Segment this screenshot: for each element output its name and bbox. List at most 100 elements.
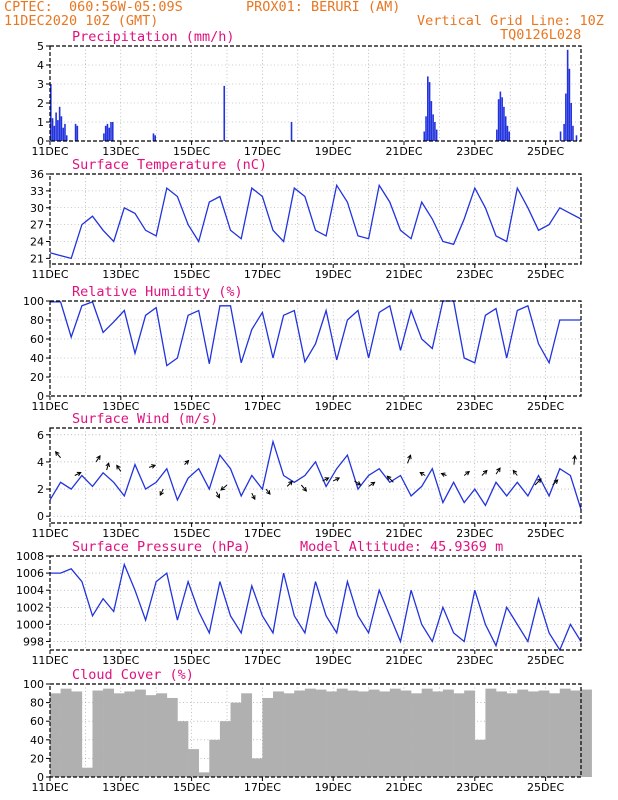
y-tick-label: 0 xyxy=(37,135,44,148)
cloud-bar xyxy=(368,689,380,777)
x-tick-label: 17DEC xyxy=(244,527,281,540)
cloud-bar xyxy=(103,688,115,777)
cloud-bar xyxy=(347,690,359,777)
x-tick-label: 11DEC xyxy=(31,268,68,281)
x-tick-label: 11DEC xyxy=(31,400,68,413)
wind-arrow xyxy=(215,491,220,499)
wind-arrow xyxy=(55,451,62,459)
header-line2-left: 11DEC2020 10Z (GMT) xyxy=(4,13,159,29)
panel-frame xyxy=(49,45,582,142)
wind-arrow-head xyxy=(251,495,256,501)
wind-arrow xyxy=(300,484,307,492)
wind-arrow xyxy=(322,477,329,482)
x-tick-label: 11DEC xyxy=(31,654,68,667)
precip-bar xyxy=(58,106,61,141)
precip-bar xyxy=(53,125,56,141)
wind-arrow xyxy=(407,455,412,464)
cloud-bar xyxy=(538,690,550,777)
x-tick-label: 13DEC xyxy=(102,781,139,794)
x-tick-label: 15DEC xyxy=(173,654,210,667)
cloud-bar xyxy=(336,688,348,777)
y-tick-label: 20 xyxy=(30,752,44,765)
cloud-bar xyxy=(209,739,221,777)
wind-arrow-head xyxy=(266,490,271,495)
x-tick-label: 13DEC xyxy=(102,654,139,667)
wind-arrow xyxy=(286,481,293,487)
wind-arrow-head xyxy=(151,464,157,469)
cloud-bar xyxy=(485,688,497,777)
precip-bar xyxy=(104,125,107,141)
wind-arrow xyxy=(354,480,361,486)
y-tick-label: 4 xyxy=(37,59,44,72)
wind-arrow xyxy=(387,475,394,483)
precip-bar xyxy=(559,131,562,141)
precip-bar xyxy=(64,123,66,141)
wind-arrow-head xyxy=(116,464,121,470)
y-tick-label: 1000 xyxy=(16,618,44,631)
precip-bar xyxy=(152,133,155,141)
panel-frame xyxy=(49,683,582,778)
wind-arrow-head xyxy=(54,451,60,456)
cloud-bar xyxy=(81,767,93,777)
x-tick-label: 23DEC xyxy=(456,781,493,794)
y-tick-label: 40 xyxy=(30,734,44,747)
cloud-bar xyxy=(559,688,571,777)
precip-bar xyxy=(506,125,509,141)
cloud-bar xyxy=(389,688,401,777)
y-tick-label: 1006 xyxy=(16,567,44,580)
x-tick-label: 17DEC xyxy=(244,654,281,667)
cloud-bar xyxy=(474,739,486,777)
wind-arrow-head xyxy=(215,493,221,499)
y-tick-label: 1008 xyxy=(16,550,44,563)
x-tick-label: 13DEC xyxy=(102,268,139,281)
precip-bar xyxy=(435,129,438,141)
wind-arrow xyxy=(481,470,488,476)
x-tick-label: 13DEC xyxy=(102,400,139,413)
cloud-bar xyxy=(326,691,338,777)
wind-arrow-head xyxy=(356,481,362,486)
precip-bar xyxy=(60,116,63,141)
precip-bar xyxy=(108,127,111,141)
x-tick-label: 19DEC xyxy=(315,268,352,281)
panel-title: Precipitation (mm/h) xyxy=(72,29,235,45)
series-line xyxy=(49,183,582,260)
series-line xyxy=(50,300,581,367)
precip-bar xyxy=(154,135,157,141)
y-tick-label: 1 xyxy=(37,116,44,129)
cloud-bar xyxy=(50,693,61,777)
wind-arrow-head xyxy=(324,477,330,482)
wind-arrow-head xyxy=(96,455,101,460)
panel-subtitle: Model Altitude: 45.9369 m xyxy=(300,539,503,555)
x-tick-label: 15DEC xyxy=(173,145,210,158)
cloud-bar xyxy=(156,693,168,777)
precip-bar xyxy=(432,114,434,141)
cloud-bar xyxy=(60,688,72,777)
y-tick-label: 30 xyxy=(30,202,44,215)
y-tick-label: 20 xyxy=(30,371,44,384)
cloud-bar xyxy=(506,693,518,777)
x-tick-label: 15DEC xyxy=(173,268,210,281)
cloud-bar xyxy=(400,690,412,777)
x-tick-label: 11DEC xyxy=(31,527,68,540)
wind-arrow-head xyxy=(105,462,111,468)
cloud-bar xyxy=(219,721,231,777)
x-tick-label: 21DEC xyxy=(385,268,422,281)
cloud-bar xyxy=(496,691,507,777)
x-tick-label: 25DEC xyxy=(527,268,564,281)
precip-bar xyxy=(50,84,52,141)
wind-arrow xyxy=(95,455,101,463)
panel-title: Surface Pressure (hPa) xyxy=(72,539,251,555)
cloud-bar xyxy=(581,689,592,777)
y-tick-label: 24 xyxy=(30,236,44,249)
y-tick-label: 0 xyxy=(37,771,44,784)
panel-title: Relative Humidity (%) xyxy=(72,284,243,300)
y-tick-label: 6 xyxy=(37,429,44,442)
x-tick-label: 19DEC xyxy=(315,781,352,794)
x-tick-label: 23DEC xyxy=(456,400,493,413)
precip-bar xyxy=(566,49,569,141)
y-tick-label: 80 xyxy=(30,314,44,327)
x-tick-label: 17DEC xyxy=(244,400,281,413)
precip-bar xyxy=(57,120,59,141)
x-tick-label: 25DEC xyxy=(527,654,564,667)
